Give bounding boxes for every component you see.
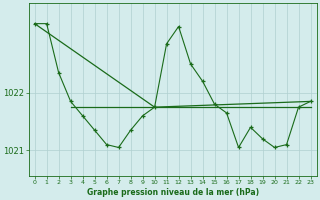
X-axis label: Graphe pression niveau de la mer (hPa): Graphe pression niveau de la mer (hPa) — [86, 188, 259, 197]
